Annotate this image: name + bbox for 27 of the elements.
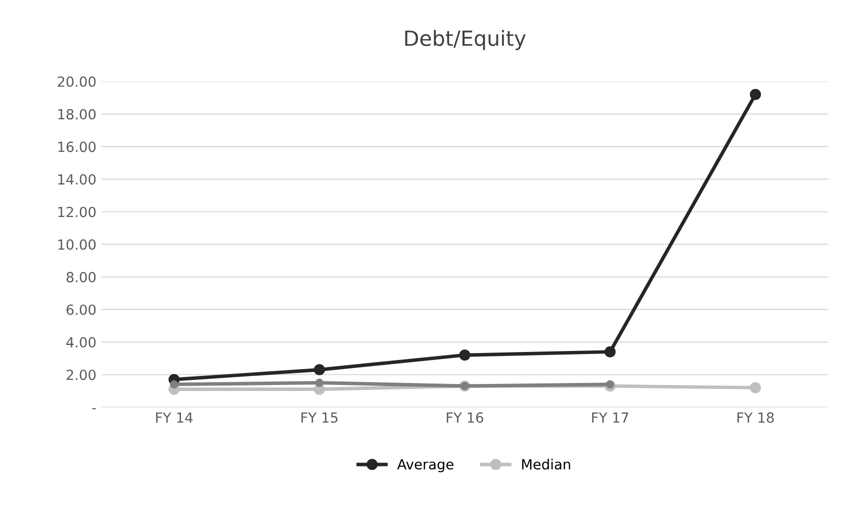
x-tick-label: FY 16 — [446, 412, 484, 423]
y-tick-label: 4.00 — [66, 337, 96, 348]
y-tick-label: 14.00 — [58, 174, 96, 185]
legend-label: Average — [397, 459, 454, 472]
point — [315, 378, 324, 387]
legend-label: Median — [522, 458, 570, 470]
y-tick-label: 20.00 — [58, 76, 96, 87]
y-tick-label: 16.00 — [58, 142, 96, 152]
y-tick-label: 2.00 — [66, 370, 96, 380]
y-tick-label: 10.00 — [58, 239, 96, 250]
point — [314, 364, 325, 376]
y-tick-label: 12.00 — [58, 206, 96, 218]
point — [750, 88, 761, 100]
point — [459, 350, 470, 361]
y-tick-label: 6.00 — [66, 304, 96, 315]
x-tick-label: FY 17 — [592, 412, 628, 423]
y-tick-label: - — [92, 408, 96, 410]
x-tick-label: FY 15 — [301, 412, 338, 423]
y-tick-label: 8.00 — [66, 272, 96, 282]
chart-title: Debt/Equity — [405, 30, 526, 50]
x-tick-label: FY 18 — [738, 412, 774, 423]
point — [604, 346, 616, 358]
x-tick-label: FY 14 — [156, 412, 193, 423]
point — [170, 380, 178, 389]
point — [750, 382, 761, 394]
point — [606, 380, 614, 389]
y-tick-label: 18.00 — [58, 108, 96, 120]
